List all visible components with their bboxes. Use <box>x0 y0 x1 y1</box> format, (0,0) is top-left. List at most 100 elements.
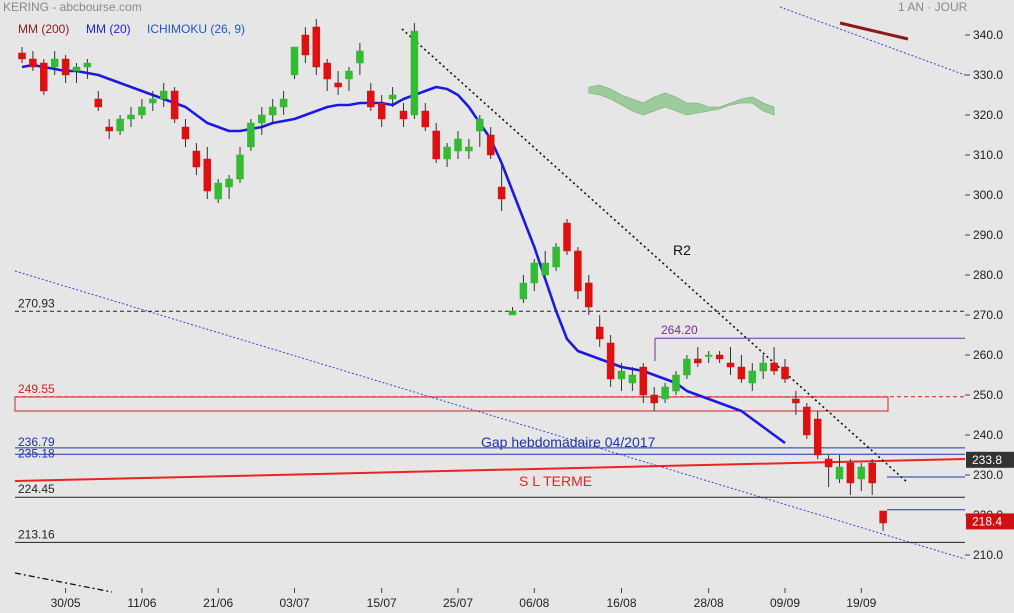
candle <box>672 371 680 395</box>
candle <box>61 55 70 83</box>
candle-body <box>127 114 135 120</box>
candle-body <box>214 182 222 200</box>
candle <box>748 363 757 391</box>
candle-body <box>290 46 299 76</box>
candle <box>334 71 342 95</box>
x-tick-label: 03/07 <box>279 596 309 610</box>
candle <box>497 163 506 211</box>
price-tag-bg <box>966 451 1014 468</box>
price-tag-label: 233.8 <box>972 453 1002 467</box>
candle <box>508 307 517 316</box>
level-label-0: 270.93 <box>18 296 55 310</box>
ichimoku-cloud-area <box>588 84 775 116</box>
legend-ichimoku: ICHIMOKU (26, 9) <box>147 22 246 36</box>
candle <box>279 91 288 115</box>
candle-body <box>72 66 81 72</box>
candle <box>639 363 648 403</box>
candle <box>149 91 157 111</box>
candle <box>116 115 124 135</box>
candle-body <box>225 178 233 188</box>
candle <box>715 351 724 363</box>
ichimoku-cloud <box>588 84 775 116</box>
candle <box>552 243 560 271</box>
x-tick-label: 19/09 <box>846 596 876 610</box>
candle <box>650 387 658 411</box>
ma20-line <box>21 63 786 445</box>
y-tick-label: 300.0 <box>973 188 1003 202</box>
candle-body <box>846 462 855 484</box>
candle <box>661 383 669 403</box>
x-tick-label: 25/07 <box>443 596 473 610</box>
candle-body <box>18 52 26 60</box>
chart-title: KERING - abcbourse.com <box>3 0 142 14</box>
x-tick-label: 15/07 <box>367 596 397 610</box>
y-tick-label: 330.0 <box>973 68 1003 82</box>
level-label-3: 236.79 <box>18 435 55 449</box>
candle-body <box>726 362 735 368</box>
candle-body <box>813 418 822 456</box>
candle <box>519 275 528 303</box>
candle-body <box>770 362 778 372</box>
support-line-label: S L TERME <box>519 473 592 489</box>
candle <box>541 251 549 279</box>
candle <box>192 143 201 175</box>
candle <box>683 355 691 379</box>
candle-body <box>683 358 691 376</box>
candle <box>726 347 735 375</box>
candle-body <box>519 282 528 300</box>
price-axis: 210.0220.0230.0240.0250.0260.0270.0280.0… <box>965 28 1014 562</box>
level-label-1: 264.20 <box>661 323 698 337</box>
candle-body <box>530 262 539 284</box>
candle-body <box>236 154 244 180</box>
candle <box>367 83 375 111</box>
channel-lower-line <box>14 270 966 560</box>
level-label-4: 235.18 <box>18 446 55 460</box>
candle <box>170 87 179 123</box>
candle <box>377 95 386 127</box>
candle <box>268 99 277 123</box>
ma200-line <box>839 21 909 41</box>
candle <box>18 47 26 63</box>
candle <box>410 23 419 119</box>
candle-body <box>410 30 419 116</box>
y-tick-label: 210.0 <box>973 548 1003 562</box>
candle-body <box>476 118 484 132</box>
candle-body <box>465 146 473 152</box>
candle-body <box>486 134 495 156</box>
y-tick-label: 320.0 <box>973 108 1003 122</box>
candle <box>159 83 168 107</box>
candle-body <box>61 58 70 76</box>
candle <box>803 403 811 439</box>
candle-body <box>116 118 124 132</box>
y-tick-label: 270.0 <box>973 308 1003 322</box>
level-label-5: 224.45 <box>18 482 55 496</box>
x-tick-label: 16/08 <box>606 596 636 610</box>
candle <box>290 46 299 79</box>
candle-body <box>694 358 702 364</box>
level-label-2: 249.55 <box>18 382 55 396</box>
candle-body <box>138 106 146 116</box>
candle <box>225 175 233 199</box>
chart-period: 1 AN · JOUR <box>898 0 968 14</box>
candle <box>476 115 484 147</box>
candle-body <box>781 366 789 380</box>
candle <box>388 87 397 107</box>
candle <box>606 335 615 387</box>
candle-body <box>454 138 462 152</box>
channel-upper-line <box>779 6 966 76</box>
x-tick-label: 28/08 <box>694 596 724 610</box>
candle <box>105 119 113 139</box>
candle <box>465 139 473 159</box>
candle <box>181 119 190 147</box>
candlesticks <box>18 19 887 531</box>
candle-body <box>94 98 103 108</box>
date-axis: 30/05 11/06 21/06 03/07 15/07 25/07 06/08 16/08… <box>51 588 877 610</box>
candle-body <box>443 146 451 160</box>
candle <box>813 411 822 459</box>
candle-body <box>606 342 615 380</box>
candle <box>236 147 244 183</box>
drawn-lines <box>14 6 966 593</box>
candle-body <box>105 126 113 132</box>
